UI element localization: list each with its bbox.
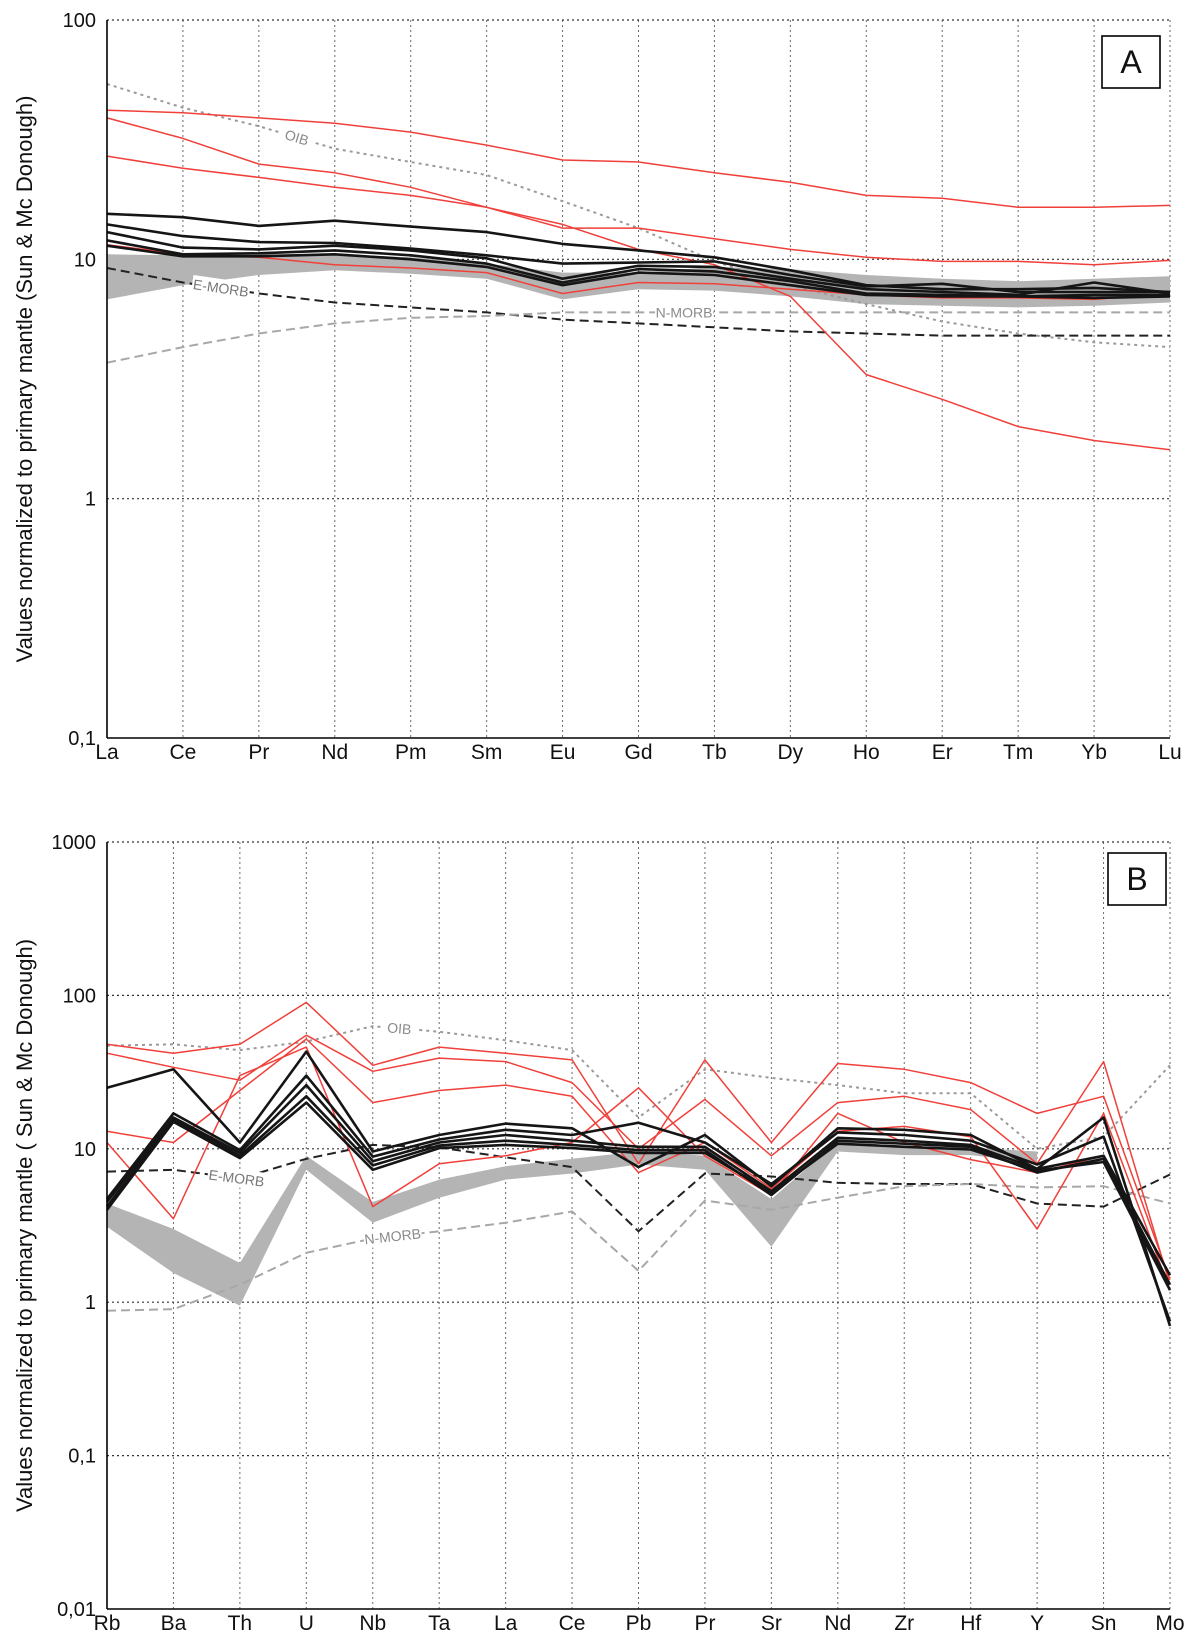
x-tick-label: Dy <box>778 741 804 764</box>
y-tick-label: 10 <box>74 249 96 271</box>
series-line-red-1 <box>106 1001 1171 1281</box>
x-tick-label: Ce <box>559 1612 586 1634</box>
x-tick-label: La <box>95 741 119 764</box>
x-tick-label: Hf <box>960 1612 981 1634</box>
series-line-black-2 <box>106 223 1170 294</box>
series-line-black-3 <box>105 1083 1172 1276</box>
series-line-red-3 <box>106 155 1171 266</box>
y-axis-title: Values normalized to primary mantle (Sun… <box>12 96 37 663</box>
x-tick-label: Nd <box>321 741 348 764</box>
x-tick-label: Sn <box>1091 1612 1117 1634</box>
x-tick-label: Er <box>932 741 953 764</box>
reference-label-n-morb: N-MORB <box>656 304 713 320</box>
series-line-black-3 <box>106 230 1171 297</box>
x-tick-label: Y <box>1030 1612 1044 1634</box>
x-tick-label: Pr <box>248 741 269 764</box>
x-tick-label: Eu <box>550 741 576 764</box>
y-tick-label: 100 <box>63 10 96 32</box>
reference-label-bg <box>362 1224 423 1249</box>
y-tick-label: 100 <box>63 985 96 1007</box>
x-tick-label: Ba <box>161 1612 187 1634</box>
panel-label: A <box>1120 44 1142 80</box>
reference-line-e-morb <box>106 1143 1171 1233</box>
y-tick-label: 10 <box>74 1139 96 1161</box>
reference-line-e-morb <box>106 267 1170 337</box>
x-tick-label: Pm <box>395 741 427 764</box>
x-tick-label: Sm <box>471 741 503 764</box>
x-tick-label: Ta <box>428 1612 451 1634</box>
reference-line-n-morb <box>106 311 1170 364</box>
y-axis-title: Values normalized to primary mantle ( Su… <box>12 939 37 1512</box>
series-line-black-5 <box>105 1101 1172 1291</box>
y-tick-label: 0,1 <box>68 1446 96 1468</box>
reference-label-bg <box>206 1165 267 1191</box>
reference-label-oib: OIB <box>283 126 311 148</box>
x-tick-label: Ho <box>853 741 880 764</box>
reference-label-n-morb: N-MORB <box>364 1225 422 1247</box>
x-tick-label: Pr <box>694 1612 715 1634</box>
x-tick-label: Sr <box>761 1612 782 1634</box>
x-tick-label: Mo <box>1155 1612 1184 1634</box>
reference-label-e-morb: E-MORB <box>192 276 250 300</box>
series-line-black-1 <box>106 1050 1172 1327</box>
x-tick-label: Rb <box>94 1612 121 1634</box>
x-tick-label: Th <box>228 1612 253 1634</box>
reference-band <box>107 1141 1038 1306</box>
panel-label-box <box>1101 35 1161 89</box>
series-line-black-2 <box>105 1074 1172 1322</box>
reference-label-e-morb: E-MORB <box>208 1167 266 1190</box>
x-tick-label: Yb <box>1081 741 1107 764</box>
y-tick-label: 1000 <box>52 832 97 854</box>
x-tick-label: Gd <box>624 741 652 764</box>
reference-label-bg <box>381 1018 418 1039</box>
series-line-red-4 <box>106 1046 1171 1291</box>
x-tick-label: Pb <box>626 1612 652 1634</box>
reference-label-bg <box>190 274 251 302</box>
y-tick-label: 1 <box>85 489 96 511</box>
x-tick-label: Nd <box>824 1612 851 1634</box>
x-tick-label: Tb <box>702 741 727 764</box>
series-line-red-4 <box>106 244 1171 301</box>
reference-line-oib <box>106 1025 1171 1150</box>
x-tick-label: Zr <box>894 1612 914 1634</box>
x-tick-label: Lu <box>1158 741 1181 764</box>
reference-line-n-morb <box>106 1182 1171 1312</box>
panel-a: OIB E-MORB N-MORB 100 10 1 0,1La Ce Pr Nd Pm Sm Eu Gd… <box>12 10 1182 764</box>
panel-label-box <box>1107 852 1167 906</box>
x-tick-label: La <box>494 1612 518 1634</box>
y-tick-label: 1 <box>85 1292 96 1314</box>
reference-label-oib: OIB <box>387 1019 412 1037</box>
x-tick-label: U <box>299 1612 314 1634</box>
x-tick-label: Ce <box>169 741 196 764</box>
reference-label-bg <box>655 303 714 322</box>
y-tick-label: 0,1 <box>68 728 96 750</box>
series-line-black-5 <box>106 244 1171 300</box>
panel-label: B <box>1126 861 1147 897</box>
reference-label-bg <box>277 123 316 151</box>
y-tick-label: 0,01 <box>57 1599 96 1621</box>
x-tick-label: Tm <box>1003 741 1033 764</box>
series-line-red-1 <box>106 109 1171 209</box>
x-tick-label: Nb <box>359 1612 386 1634</box>
